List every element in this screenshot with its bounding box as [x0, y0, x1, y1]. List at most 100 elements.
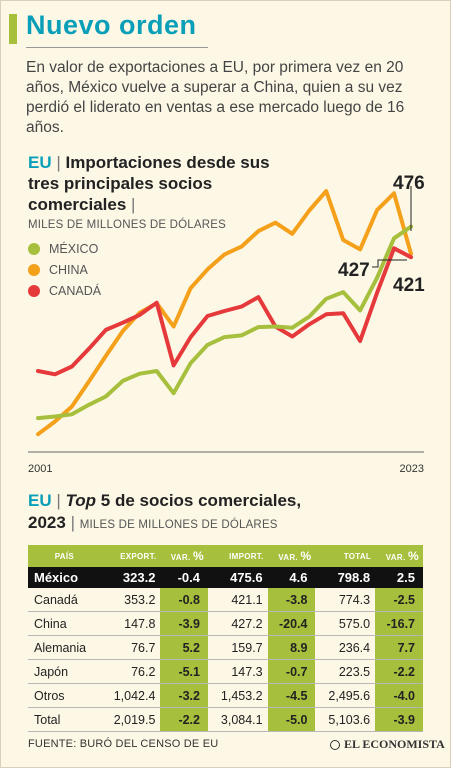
- logo-icon: [330, 739, 340, 750]
- col-header-total: TOTAL: [315, 545, 376, 567]
- col-header-import: IMPORT.: [207, 545, 268, 567]
- cell-export: 353.2: [100, 588, 161, 612]
- annotation-canada: 421: [393, 275, 425, 296]
- line-chart: 2001 2023 476 427 421: [28, 173, 425, 475]
- chart-units: MILES DE MILLONES DE DÓLARES: [28, 219, 226, 231]
- title-accent-bar: [9, 14, 17, 44]
- table-units: MILES DE MILLONES DE DÓLARES: [79, 519, 278, 531]
- cell-export-var: -0.8: [160, 588, 208, 612]
- legend-item-canada: CANADÁ: [28, 280, 101, 301]
- cell-import: 147.3: [207, 659, 268, 684]
- cell-import-var: -20.4: [267, 611, 316, 636]
- annotation-mexico: 476: [393, 173, 425, 194]
- table-title-separator: |: [56, 491, 61, 510]
- cell-total: 774.3: [315, 588, 376, 612]
- cell-import-var: -3.8: [267, 588, 316, 612]
- cell-export: 147.8: [100, 611, 161, 636]
- table-title-separator-2: |: [70, 513, 75, 532]
- table-title-italic: Top: [65, 491, 97, 510]
- cell-import-var: -5.0: [267, 707, 316, 732]
- cell-import: 427.2: [207, 611, 268, 636]
- cell-export-var: 5.2: [160, 635, 208, 660]
- cell-country: China: [28, 611, 101, 636]
- cell-total: 5,103.6: [315, 707, 376, 732]
- chart-title-separator: |: [56, 153, 61, 172]
- cell-import: 159.7: [207, 635, 268, 660]
- cell-total-var: -4.0: [375, 683, 423, 708]
- col-header-total-var: VAR. %: [375, 545, 423, 567]
- cell-export-var: -3.2: [160, 683, 208, 708]
- cell-export: 76.2: [100, 659, 161, 684]
- cell-export: 323.2: [100, 567, 161, 588]
- intro-paragraph: En valor de exportaciones a EU, por prim…: [26, 59, 405, 136]
- legend-label-canada: CANADÁ: [49, 283, 102, 298]
- table-title-prefix: EU: [28, 491, 52, 510]
- cell-total: 2,495.6: [315, 683, 376, 708]
- table-title: EU | Top 5 de socios comerciales, 2023 |…: [28, 490, 301, 536]
- title-divider: [26, 47, 208, 48]
- cell-total-var: -2.2: [375, 659, 423, 684]
- cell-total-var: 2.5: [375, 567, 423, 588]
- cell-import: 1,453.2: [207, 683, 268, 708]
- legend-swatch-china: [28, 263, 40, 276]
- series-line-méxico: [36, 224, 413, 421]
- series-layer: [36, 189, 413, 437]
- cell-total-var: -2.5: [375, 588, 423, 612]
- cell-total-var: -3.9: [375, 707, 423, 732]
- table-title-rest: 5 de socios comerciales,: [100, 491, 302, 510]
- table-row: China 147.8 -3.9 427.2 -20.4 575.0 -16.7: [28, 611, 423, 636]
- col-header-country: PAÍS: [28, 545, 101, 567]
- table-row: Canadá 353.2 -0.8 421.1 -3.8 774.3 -2.5: [28, 588, 423, 612]
- table-row: México 323.2 -0.4 475.6 4.6 798.8 2.5: [28, 567, 423, 588]
- cell-import: 475.6: [207, 567, 268, 588]
- cell-import-var: -4.5: [267, 683, 316, 708]
- col-header-export: EXPORT.: [100, 545, 161, 567]
- annotation-china: 427: [338, 260, 370, 281]
- cell-import-var: 8.9: [267, 635, 316, 660]
- logo-text: EL ECONOMISTA: [344, 737, 445, 751]
- cell-export: 2,019.5: [100, 707, 161, 732]
- cell-import: 421.1: [207, 588, 268, 612]
- cell-export-var: -0.4: [160, 567, 208, 588]
- table-header-row: PAÍS EXPORT. VAR. % IMPORT. VAR. % TOTAL…: [28, 545, 423, 567]
- series-line-canadá: [36, 246, 413, 377]
- legend-label-china: CHINA: [49, 262, 88, 277]
- cell-country: Total: [28, 707, 101, 732]
- cell-total: 575.0: [315, 611, 376, 636]
- cell-import-var: 4.6: [267, 567, 316, 588]
- cell-export-var: -2.2: [160, 707, 208, 732]
- col-header-export-var: VAR. %: [160, 545, 208, 567]
- cell-total-var: -16.7: [375, 611, 423, 636]
- source-note: FUENTE: BURÓ DEL CENSO DE EU: [28, 738, 219, 750]
- table-title-year: 2023: [28, 513, 66, 532]
- legend-item-china: CHINA: [28, 259, 101, 280]
- chart-title-text: Importaciones desde sus tres principales…: [28, 153, 270, 214]
- table-row: Total 2,019.5 -2.2 3,084.1 -5.0 5,103.6 -3.9: [28, 707, 423, 732]
- cell-total: 798.8: [315, 567, 376, 588]
- cell-total: 223.5: [315, 659, 376, 684]
- series-line-china: [36, 189, 413, 437]
- page-title: Nuevo orden: [26, 10, 197, 40]
- legend-item-mexico: MÉXICO: [28, 238, 101, 259]
- cell-country: Alemania: [28, 635, 101, 660]
- cell-total-var: 7.7: [375, 635, 423, 660]
- cell-country: Otros: [28, 683, 101, 708]
- chart-title-end: |: [131, 195, 136, 214]
- legend-swatch-canada: [28, 284, 40, 297]
- cell-country: México: [28, 567, 101, 588]
- chart-legend: MÉXICO CHINA CANADÁ: [28, 238, 101, 301]
- callout-line-china: [372, 259, 407, 268]
- legend-swatch-mexico: [28, 242, 40, 255]
- cell-export-var: -3.9: [160, 611, 208, 636]
- cell-import-var: -0.7: [267, 659, 316, 684]
- legend-label-mexico: MÉXICO: [49, 241, 99, 256]
- x-tick-last: 2023: [400, 463, 424, 475]
- cell-country: Canadá: [28, 588, 101, 612]
- cell-export: 76.7: [100, 635, 161, 660]
- cell-total: 236.4: [315, 635, 376, 660]
- chart-title-prefix: EU: [28, 153, 52, 172]
- cell-export: 1,042.4: [100, 683, 161, 708]
- table-row: Otros 1,042.4 -3.2 1,453.2 -4.5 2,495.6 -4.0: [28, 683, 423, 708]
- table-row: Japón 76.2 -5.1 147.3 -0.7 223.5 -2.2: [28, 659, 423, 684]
- chart-title: EU | Importaciones desde sus tres princi…: [28, 152, 278, 215]
